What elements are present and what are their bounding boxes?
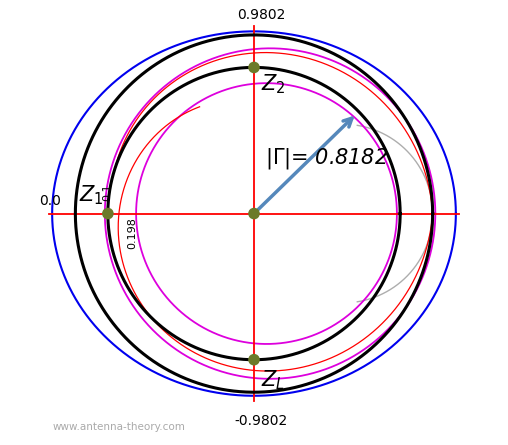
Text: 0.198: 0.198 <box>128 217 138 249</box>
Text: www.antenna-theory.com: www.antenna-theory.com <box>52 421 185 432</box>
Point <box>250 356 258 363</box>
Text: 0.0: 0.0 <box>39 194 61 208</box>
Point <box>104 210 112 217</box>
Text: $Z_2$: $Z_2$ <box>261 73 286 96</box>
Text: $Z_L$: $Z_L$ <box>261 368 285 392</box>
Text: |$\Gamma$|= 0.8182: |$\Gamma$|= 0.8182 <box>265 146 388 171</box>
Text: 0.9802: 0.9802 <box>237 8 285 22</box>
Text: -0.9802: -0.9802 <box>235 414 288 428</box>
Point <box>250 64 258 71</box>
Text: 0.1: 0.1 <box>103 183 112 201</box>
Point <box>250 210 258 217</box>
Text: $Z_1$: $Z_1$ <box>79 183 104 206</box>
